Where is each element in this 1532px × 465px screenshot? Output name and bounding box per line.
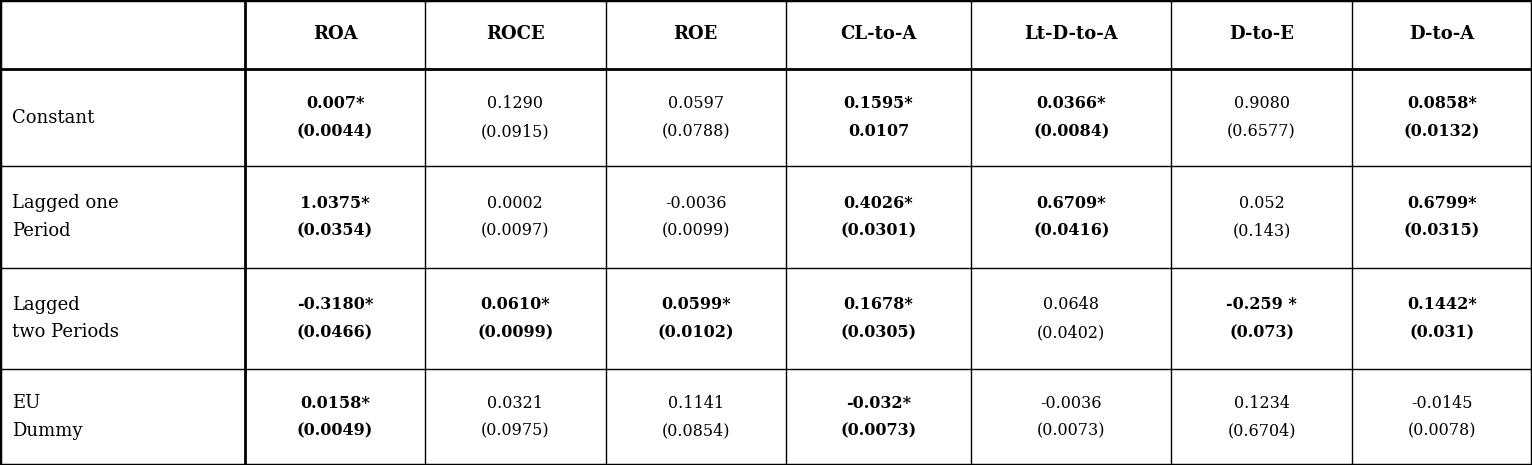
Text: (0.0788): (0.0788)	[662, 123, 731, 140]
Text: (0.0975): (0.0975)	[481, 423, 550, 439]
Text: 0.0610*: 0.0610*	[481, 296, 550, 313]
Text: 0.0597: 0.0597	[668, 95, 723, 112]
Text: 0.6799*: 0.6799*	[1406, 195, 1477, 212]
Text: (0.0073): (0.0073)	[841, 423, 916, 439]
Text: (0.0073): (0.0073)	[1037, 423, 1106, 439]
Text: (0.0915): (0.0915)	[481, 123, 550, 140]
Text: (0.0049): (0.0049)	[297, 423, 374, 439]
Text: (0.0099): (0.0099)	[662, 223, 729, 239]
Text: -0.0036: -0.0036	[665, 195, 726, 212]
Text: 0.4026*: 0.4026*	[844, 195, 913, 212]
Text: EU: EU	[12, 394, 41, 412]
Text: D-to-E: D-to-E	[1229, 26, 1295, 43]
Text: Lagged: Lagged	[12, 296, 80, 313]
Text: 0.0858*: 0.0858*	[1406, 95, 1477, 112]
Text: 0.1678*: 0.1678*	[844, 296, 913, 313]
Text: ROE: ROE	[674, 26, 719, 43]
Text: -0.0036: -0.0036	[1040, 395, 1102, 412]
Text: CL-to-A: CL-to-A	[841, 26, 916, 43]
Text: (0.0402): (0.0402)	[1037, 324, 1106, 341]
Text: Dummy: Dummy	[12, 422, 83, 440]
Text: two Periods: two Periods	[12, 324, 119, 341]
Text: (0.0416): (0.0416)	[1033, 223, 1109, 239]
Text: -0.259 *: -0.259 *	[1226, 296, 1298, 313]
Text: (0.0102): (0.0102)	[657, 324, 734, 341]
Text: (0.6704): (0.6704)	[1227, 423, 1296, 439]
Text: (0.143): (0.143)	[1232, 223, 1290, 239]
Text: Period: Period	[12, 222, 70, 240]
Text: 0.1234: 0.1234	[1233, 395, 1290, 412]
Text: ROCE: ROCE	[486, 26, 545, 43]
Text: (0.0078): (0.0078)	[1408, 423, 1477, 439]
Text: (0.0305): (0.0305)	[841, 324, 916, 341]
Text: 1.0375*: 1.0375*	[300, 195, 369, 212]
Text: Lt-D-to-A: Lt-D-to-A	[1025, 26, 1118, 43]
Text: 0.1595*: 0.1595*	[844, 95, 913, 112]
Text: (0.031): (0.031)	[1409, 324, 1474, 341]
Text: (0.0854): (0.0854)	[662, 423, 729, 439]
Text: (0.073): (0.073)	[1229, 324, 1295, 341]
Text: 0.6709*: 0.6709*	[1037, 195, 1106, 212]
Text: -0.032*: -0.032*	[846, 395, 912, 412]
Text: (0.0354): (0.0354)	[297, 223, 374, 239]
Text: 0.0158*: 0.0158*	[300, 395, 369, 412]
Text: 0.1141: 0.1141	[668, 395, 723, 412]
Text: (0.0132): (0.0132)	[1403, 123, 1480, 140]
Text: 0.9080: 0.9080	[1233, 95, 1290, 112]
Text: 0.1290: 0.1290	[487, 95, 544, 112]
Text: (0.0315): (0.0315)	[1403, 223, 1480, 239]
Text: Constant: Constant	[12, 109, 95, 126]
Text: 0.007*: 0.007*	[306, 95, 365, 112]
Text: 0.0002: 0.0002	[487, 195, 544, 212]
Text: (0.6577): (0.6577)	[1227, 123, 1296, 140]
Text: (0.0084): (0.0084)	[1033, 123, 1109, 140]
Text: D-to-A: D-to-A	[1409, 26, 1474, 43]
Text: (0.0301): (0.0301)	[841, 223, 916, 239]
Text: ROA: ROA	[313, 26, 357, 43]
Text: 0.052: 0.052	[1239, 195, 1284, 212]
Text: 0.0366*: 0.0366*	[1037, 95, 1106, 112]
Text: -0.0145: -0.0145	[1411, 395, 1472, 412]
Text: (0.0097): (0.0097)	[481, 223, 550, 239]
Text: (0.0044): (0.0044)	[297, 123, 374, 140]
Text: 0.0648: 0.0648	[1043, 296, 1100, 313]
Text: (0.0099): (0.0099)	[478, 324, 553, 341]
Text: 0.0321: 0.0321	[487, 395, 544, 412]
Text: 0.0599*: 0.0599*	[660, 296, 731, 313]
Text: -0.3180*: -0.3180*	[297, 296, 374, 313]
Text: 0.0107: 0.0107	[847, 123, 908, 140]
Text: (0.0466): (0.0466)	[297, 324, 374, 341]
Text: Lagged one: Lagged one	[12, 194, 119, 212]
Text: 0.1442*: 0.1442*	[1406, 296, 1477, 313]
